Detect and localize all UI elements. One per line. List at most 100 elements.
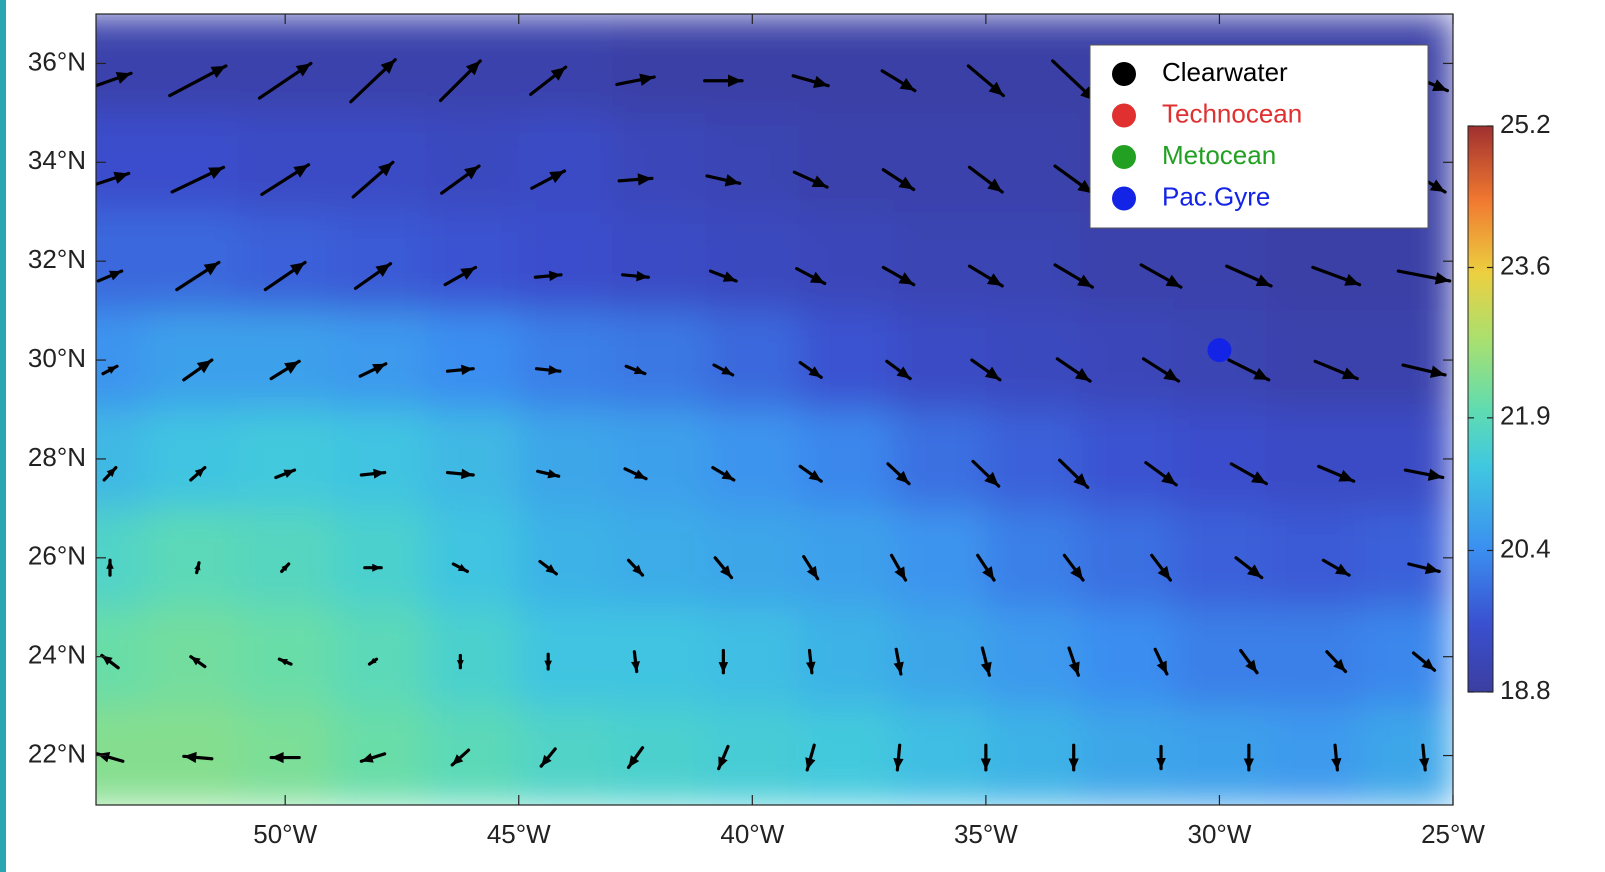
arrow-head — [805, 661, 816, 673]
arrow-head — [1341, 367, 1358, 380]
wind-arrow — [367, 657, 379, 666]
arrow-head — [115, 72, 132, 84]
arrow-head — [108, 270, 122, 281]
wind-arrow — [798, 360, 823, 379]
arrow-head — [894, 566, 906, 581]
arrow-head — [718, 756, 728, 769]
arrow-head — [549, 170, 565, 184]
wind-arrow — [1067, 646, 1080, 677]
sst-cell — [1172, 706, 1268, 805]
arrow-head — [1077, 179, 1093, 194]
arrow-head — [984, 471, 999, 487]
wind-arrow — [102, 465, 118, 482]
sst-cell — [892, 607, 987, 708]
arrow-head — [1333, 658, 1346, 672]
x-tick-label: 35°W — [954, 819, 1018, 849]
wind-arrow — [1411, 651, 1437, 672]
arrow-head — [896, 366, 911, 379]
wind-arrow — [1225, 264, 1273, 288]
legend-label: Clearwater — [1162, 57, 1288, 87]
y-tick-label: 30°N — [28, 343, 86, 373]
arrow-head — [899, 77, 915, 91]
wind-arrow — [445, 468, 475, 480]
wind-arrow — [1401, 363, 1447, 378]
wind-arrow — [631, 650, 640, 674]
arrow-head — [1068, 661, 1080, 676]
wind-arrow — [885, 359, 912, 381]
sst-cell — [705, 607, 801, 708]
wind-arrow — [1396, 269, 1452, 285]
arrow-head — [544, 660, 552, 670]
wind-arrow — [1156, 744, 1166, 771]
sst-cell — [331, 409, 427, 510]
wind-arrow — [353, 262, 393, 290]
wind-arrow — [1150, 553, 1172, 582]
wind-arrow — [893, 743, 904, 772]
wind-arrow — [170, 165, 226, 194]
sst-cell — [612, 211, 707, 312]
arrow-head — [106, 560, 114, 569]
wind-arrow — [791, 74, 830, 88]
arrow-head — [986, 273, 1003, 286]
sst-cell — [518, 706, 614, 805]
arrow-head — [1068, 758, 1079, 770]
arrow-head — [97, 751, 111, 763]
sst-cell — [1266, 310, 1361, 411]
sst-cell — [238, 706, 333, 805]
sst-cell — [145, 310, 240, 411]
arrow-head — [1247, 564, 1262, 578]
wind-arrow — [269, 359, 301, 381]
sst-cell — [331, 14, 427, 114]
arrow-head — [631, 661, 640, 672]
sst-cell — [705, 112, 801, 213]
sst-cell — [518, 409, 614, 510]
wind-arrow — [792, 170, 829, 189]
sst-cell — [892, 14, 987, 114]
arrow-head — [813, 75, 829, 88]
wind-arrow — [1062, 553, 1085, 582]
sst-cell — [1266, 607, 1361, 708]
arrow-head — [982, 566, 995, 581]
wind-arrow — [1243, 743, 1255, 772]
sst-cell — [985, 211, 1081, 312]
y-tick-label: 34°N — [28, 145, 86, 175]
x-tick-label: 40°W — [720, 819, 784, 849]
arrow-head — [547, 469, 559, 479]
wind-arrow — [1053, 263, 1094, 289]
arrow-head — [1344, 273, 1360, 286]
y-tick-label: 26°N — [28, 541, 86, 571]
sst-cell — [705, 211, 801, 312]
wind-arrow — [802, 554, 820, 581]
arrow-head — [1424, 562, 1440, 575]
sst-cell — [799, 706, 894, 805]
sst-cell — [1359, 607, 1453, 708]
wind-arrow — [263, 260, 307, 292]
arrow-head — [808, 470, 822, 482]
wind-arrow — [280, 562, 291, 574]
y-tick-label: 22°N — [28, 738, 86, 768]
arrow-head — [811, 175, 828, 188]
wind-arrow — [1239, 648, 1259, 675]
wind-arrow — [456, 653, 464, 670]
legend-marker — [1112, 103, 1136, 128]
arrow-head — [295, 63, 311, 77]
colorbar-tick-label: 20.4 — [1500, 533, 1551, 563]
wind-arrow — [539, 747, 557, 768]
sst-cell — [145, 14, 240, 114]
arrow-head — [550, 67, 566, 81]
arrow-head — [1255, 274, 1272, 286]
arrow-head — [194, 562, 201, 571]
sst-cell — [799, 310, 894, 411]
wind-arrow — [257, 61, 313, 100]
arrow-head — [898, 272, 914, 285]
arrow-head — [808, 366, 822, 378]
wind-arrow — [1053, 164, 1094, 195]
arrow-head — [183, 751, 197, 763]
sst-cell — [331, 508, 427, 609]
wind-arrow — [96, 269, 124, 283]
wind-arrow — [182, 358, 214, 382]
wind-arrow — [1068, 743, 1079, 772]
arrow-head — [1419, 758, 1430, 770]
